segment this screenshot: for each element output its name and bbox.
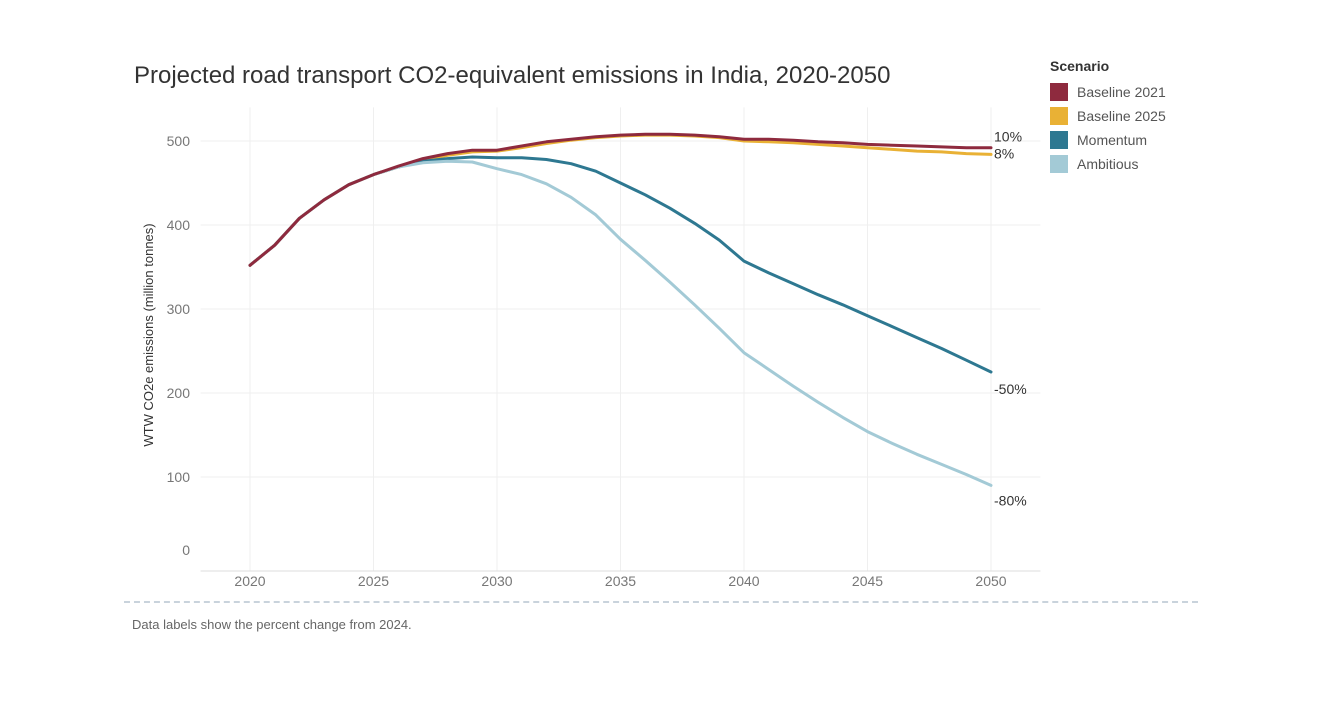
chart-title: Projected road transport CO2-equivalent … [134,62,891,89]
legend-swatch [1050,107,1068,125]
legend-title: Scenario [1050,58,1110,74]
legend-item[interactable]: Momentum [1050,128,1166,152]
y-tick-label: 100 [167,469,191,485]
x-tick-label: 2035 [605,573,636,589]
legend-label: Baseline 2021 [1077,84,1166,100]
legend-label: Ambitious [1077,156,1139,172]
x-tick-label: 2040 [728,573,759,589]
y-tick-label: 400 [167,217,191,233]
divider [124,601,1198,603]
legend: Scenario Baseline 2021 Baseline 2025 Momen… [1050,58,1166,176]
x-tick-label: 2045 [852,573,883,589]
legend-item[interactable]: Baseline 2025 [1050,104,1166,128]
data-label: -50% [994,381,1027,397]
y-tick-label: 500 [167,133,191,149]
data-label: -80% [994,492,1027,508]
legend-item[interactable]: Ambitious [1050,152,1166,176]
data-label: 10% [994,129,1022,145]
legend-label: Momentum [1077,132,1148,148]
series-line-baseline-2021 [248,132,993,267]
data-label: 8% [994,145,1014,161]
y-tick-label: 200 [167,385,191,401]
footnote: Data labels show the percent change from… [132,617,412,632]
legend-label: Baseline 2025 [1077,108,1166,124]
y-axis-label: WTW CO2e emissions (million tonnes) [141,223,156,446]
x-tick-label: 2050 [975,573,1006,589]
legend-swatch [1050,83,1068,101]
x-tick-label: 2020 [234,573,265,589]
y-tick-label: 0 [182,542,190,558]
x-tick-label: 2025 [358,573,389,589]
legend-swatch [1050,131,1068,149]
legend-swatch [1050,155,1068,173]
x-tick-label: 2030 [481,573,512,589]
legend-item[interactable]: Baseline 2021 [1050,80,1166,104]
y-tick-label: 300 [167,301,191,317]
